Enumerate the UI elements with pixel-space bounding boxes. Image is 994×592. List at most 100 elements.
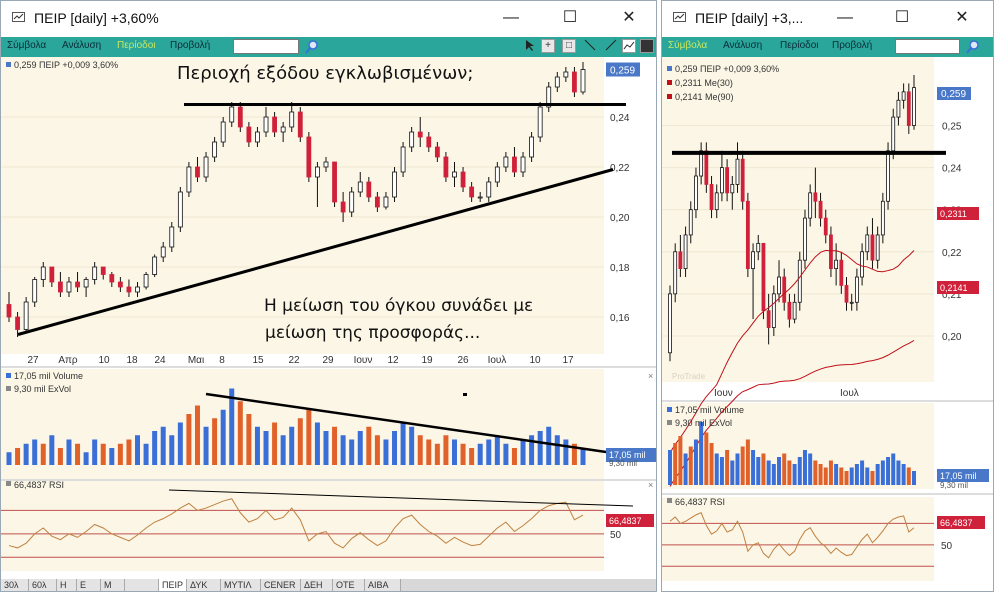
volume-bar — [725, 450, 730, 485]
candle-body — [829, 234, 833, 270]
draw-tool-icon[interactable] — [604, 39, 618, 53]
symbol-search-input[interactable] — [895, 39, 960, 54]
volume-bar — [323, 431, 329, 465]
save-icon[interactable] — [640, 39, 654, 53]
menu-symbols[interactable]: Σύμβολα — [7, 40, 47, 51]
volume-bar — [40, 443, 46, 465]
candle — [563, 67, 569, 82]
bottom-tab[interactable]: Η — [57, 579, 77, 591]
candle — [297, 107, 303, 142]
rsi-line — [8, 498, 584, 549]
bottom-tab[interactable]: Ε — [77, 579, 101, 591]
menu-periods[interactable]: Περίοδοι — [780, 40, 819, 51]
candle — [725, 159, 730, 202]
candle — [818, 192, 823, 227]
candle — [870, 218, 875, 269]
candle — [896, 91, 901, 126]
volume-bar — [392, 431, 398, 465]
volume-bar — [891, 453, 896, 485]
candle-body — [580, 69, 586, 93]
bottom-tab[interactable]: ΔΕΗ — [301, 579, 333, 591]
candle-body — [203, 156, 209, 178]
bottom-tab[interactable]: ΟΤΕ — [333, 579, 365, 591]
candle — [694, 167, 698, 219]
crosshair-tool-icon[interactable]: + — [541, 39, 555, 53]
main-chart-area[interactable]: 0,24 0,22 0,20 0,18 0,16 0,259 0,259 ΠΕΙΡ +0,0… — [1, 57, 657, 581]
price-axis-label: 0,20 — [942, 332, 962, 343]
candle-body — [912, 87, 916, 126]
bottom-tab[interactable]: 60λ — [29, 579, 57, 591]
window-title: ΠΕΙΡ [daily] +3,60% — [34, 10, 159, 26]
volume-bar — [787, 460, 792, 485]
candle-body — [357, 181, 363, 193]
candle-body — [349, 191, 355, 213]
bottom-tab[interactable]: Μ — [101, 579, 125, 591]
menu-analysis[interactable]: Ανάλυση — [62, 40, 102, 51]
volume-bar — [143, 443, 149, 465]
candle — [745, 192, 750, 278]
candle-body — [771, 293, 776, 328]
maximize-button[interactable]: ☐ — [894, 9, 910, 26]
volume-bar — [802, 450, 807, 485]
bottom-tab[interactable]: ΜΥΤΙΛ — [221, 579, 261, 591]
search-icon[interactable] — [964, 38, 982, 56]
menu-periods[interactable]: Περίοδοι — [117, 40, 156, 51]
chart-type-icon[interactable] — [622, 39, 636, 53]
bottom-tab[interactable]: ΠΕΙΡ — [159, 579, 187, 591]
menu-symbols[interactable]: Σύμβολα — [668, 40, 708, 51]
menu-view[interactable]: Προβολή — [170, 40, 211, 51]
candle — [880, 192, 885, 244]
menu-view[interactable]: Προβολή — [832, 40, 873, 51]
symbol-search-input[interactable] — [233, 39, 299, 54]
candle — [177, 187, 183, 232]
candle — [839, 251, 844, 294]
volume-bar — [409, 426, 415, 465]
candle — [143, 272, 149, 290]
candle — [40, 262, 46, 287]
volume-bar — [714, 453, 719, 485]
secondary-chart-area[interactable]: 0,250,240,230,220,210,200,259 ΠΕΙΡ +0,00… — [662, 57, 994, 592]
x-axis-label: Ιουλ — [840, 388, 859, 399]
bottom-tab[interactable]: ΔΥΚ — [187, 579, 221, 591]
volume-bar — [494, 435, 500, 465]
rectangle-tool-icon[interactable]: □ — [562, 39, 576, 53]
price-legend: 0,259 ΠΕΙΡ +0,009 3,60% — [675, 64, 779, 74]
x-axis-label: Ιουλ — [488, 355, 507, 366]
candle-body — [83, 279, 89, 288]
x-axis-label: Ιουν — [714, 388, 733, 399]
volume-bar — [280, 435, 286, 465]
candle-body — [849, 301, 854, 304]
close-button[interactable]: ✕ — [622, 9, 636, 26]
candle-body — [263, 116, 269, 133]
candle — [546, 82, 552, 112]
price-panel — [662, 57, 934, 382]
search-icon[interactable] — [303, 38, 321, 56]
cursor-tool-icon[interactable] — [523, 39, 537, 53]
maximize-button[interactable]: ☐ — [562, 9, 578, 26]
legend-swatch — [667, 407, 672, 412]
candle-body — [289, 111, 295, 128]
bottom-tab[interactable]: CENER — [261, 579, 301, 591]
volume-bar — [797, 457, 802, 485]
volume-trendline — [205, 392, 614, 455]
line-tool-icon[interactable] — [583, 39, 597, 53]
volume-bar — [83, 452, 89, 465]
candle — [272, 112, 277, 137]
minimize-button[interactable]: — — [837, 9, 853, 26]
volume-bar — [263, 431, 269, 465]
legend-swatch — [6, 386, 11, 391]
volume-bar — [229, 388, 235, 465]
ma90-tag-label: 0,2141 — [940, 283, 968, 293]
volume-bar — [434, 443, 440, 465]
bottom-tab[interactable]: ΑΙΒΑ — [365, 579, 401, 591]
bottom-tab[interactable] — [125, 579, 159, 591]
close-button[interactable]: ✕ — [955, 9, 969, 26]
candle-body — [803, 217, 807, 261]
minimize-button[interactable]: — — [503, 9, 519, 26]
candle — [520, 152, 526, 177]
volume-bar — [688, 446, 693, 485]
bottom-tab[interactable]: 30λ — [1, 579, 29, 591]
candle — [735, 142, 740, 193]
legend-swatch — [667, 420, 672, 425]
menu-analysis[interactable]: Ανάλυση — [723, 40, 763, 51]
